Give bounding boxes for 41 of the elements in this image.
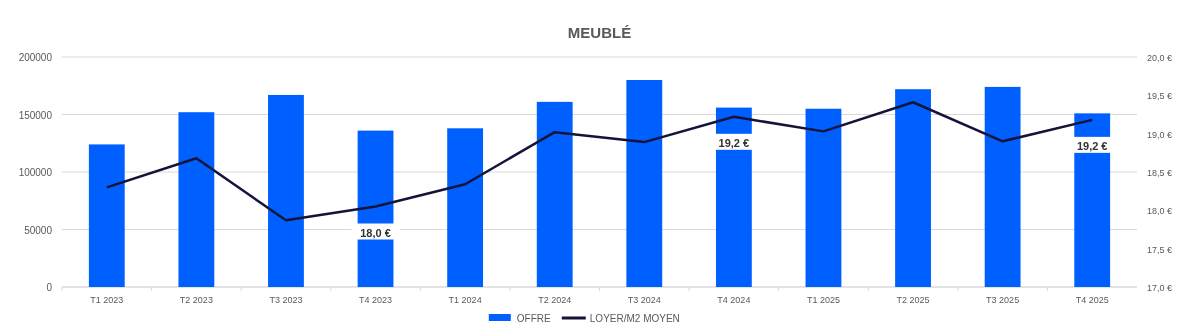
x-tick-label: T2 2024 xyxy=(538,295,572,305)
bar xyxy=(536,101,573,287)
bar xyxy=(715,107,752,287)
x-tick-label: T2 2023 xyxy=(179,295,213,305)
y-tick-label: 100000 xyxy=(18,167,53,178)
legend-label: OFFRE xyxy=(516,313,552,324)
bar xyxy=(268,94,304,287)
y2-tick-label: 19,5 € xyxy=(1147,91,1173,102)
y2-tick-label: 17,0 € xyxy=(1147,283,1173,293)
data-label: 19,2 € xyxy=(718,136,750,149)
bar xyxy=(984,86,1021,287)
data-label: 18,0 € xyxy=(360,226,391,239)
x-tick-label: T1 2023 xyxy=(90,295,124,305)
y2-tick-label: 18,0 € xyxy=(1147,206,1173,217)
chart-title: MEUBLÉ xyxy=(567,24,632,41)
y2-tick-label: 17,5 € xyxy=(1147,244,1173,255)
x-tick-label: T4 2025 xyxy=(1075,295,1109,305)
bar xyxy=(447,128,484,287)
y-tick-label: 50000 xyxy=(24,224,53,236)
bar xyxy=(1074,113,1111,287)
bar xyxy=(88,144,125,287)
x-tick-label: T3 2023 xyxy=(269,295,303,305)
bar xyxy=(805,108,842,287)
x-tick-label: T2 2025 xyxy=(896,295,930,305)
bar xyxy=(895,89,931,287)
x-tick-label: T4 2023 xyxy=(359,295,393,305)
y2-tick-label: 20,0 € xyxy=(1147,53,1173,63)
x-tick-label: T3 2025 xyxy=(986,295,1020,305)
y-tick-label: 0 xyxy=(46,282,53,293)
x-tick-label: T1 2025 xyxy=(806,295,840,305)
x-tick-label: T1 2024 xyxy=(448,295,482,305)
legend-label: LOYER/M2 MOYEN xyxy=(589,313,680,324)
x-tick-label: T3 2024 xyxy=(627,295,661,305)
bar xyxy=(626,80,663,287)
data-label: 19,2 € xyxy=(1076,139,1108,152)
y-tick-label: 200000 xyxy=(18,52,53,63)
y2-tick-label: 19,0 € xyxy=(1147,129,1173,140)
x-tick-label: T4 2024 xyxy=(717,295,751,305)
y-tick-label: 150000 xyxy=(18,109,53,121)
bar xyxy=(178,112,215,287)
y2-tick-label: 18,5 € xyxy=(1147,168,1173,178)
